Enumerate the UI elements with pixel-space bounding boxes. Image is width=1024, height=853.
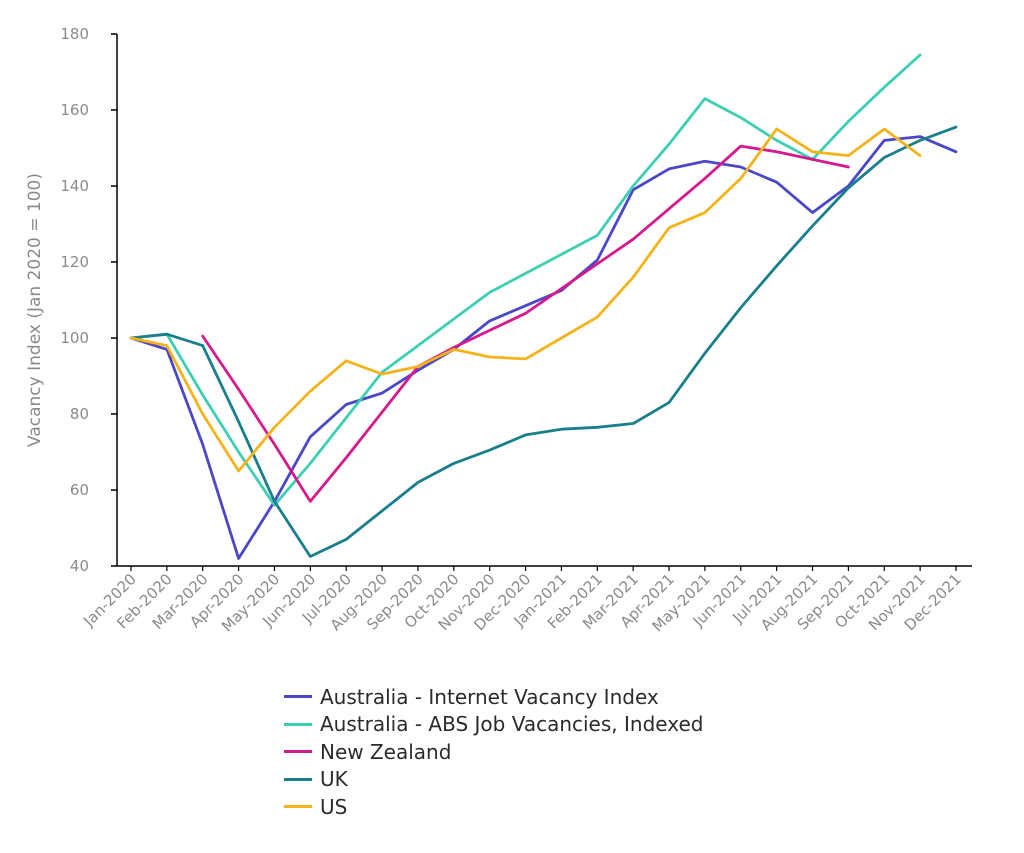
y-tick-label: 160 — [60, 101, 89, 119]
y-axis-title: Vacancy Index (Jan 2020 = 100) — [25, 173, 45, 447]
legend-item: US — [284, 793, 703, 821]
y-tick-label: 140 — [60, 177, 89, 195]
legend-swatch — [284, 750, 312, 754]
chart-legend: Australia - Internet Vacancy Index Austra… — [284, 683, 703, 821]
y-tick-label: 120 — [60, 253, 89, 271]
series-line-4 — [129, 127, 922, 473]
legend-label: New Zealand — [320, 739, 452, 764]
legend-label: US — [320, 794, 348, 819]
legend-swatch — [284, 722, 312, 726]
y-tick-label: 40 — [70, 557, 89, 575]
x-axis-ticks: Jan-2020Feb-2020Mar-2020Apr-2020May-2020… — [79, 566, 965, 635]
series-line-0 — [129, 135, 958, 560]
series-line-1 — [129, 53, 922, 507]
series-line-2 — [201, 144, 850, 503]
series-lines — [129, 53, 958, 560]
legend-swatch — [284, 777, 312, 781]
series-line-3 — [129, 125, 958, 558]
legend-label: Australia - ABS Job Vacancies, Indexed — [320, 712, 704, 737]
legend-item: UK — [284, 766, 703, 794]
legend-item: New Zealand — [284, 738, 703, 766]
legend-label: Australia - Internet Vacancy Index — [320, 684, 659, 709]
y-tick-label: 60 — [70, 481, 89, 499]
legend-swatch — [284, 695, 312, 699]
legend-item: Australia - ABS Job Vacancies, Indexed — [284, 711, 703, 739]
line-chart: 40 60 80 100 120 140 160 180 Jan-2020Feb-2020Ma… — [25, 25, 972, 635]
y-axis-ticks: 40 60 80 100 120 140 160 180 — [60, 25, 117, 575]
legend-item: Australia - Internet Vacancy Index — [284, 683, 703, 711]
legend-label: UK — [320, 767, 348, 792]
legend-swatch — [284, 805, 312, 809]
y-tick-label: 180 — [60, 25, 89, 43]
y-tick-label: 80 — [70, 405, 89, 423]
y-tick-label: 100 — [60, 329, 89, 347]
